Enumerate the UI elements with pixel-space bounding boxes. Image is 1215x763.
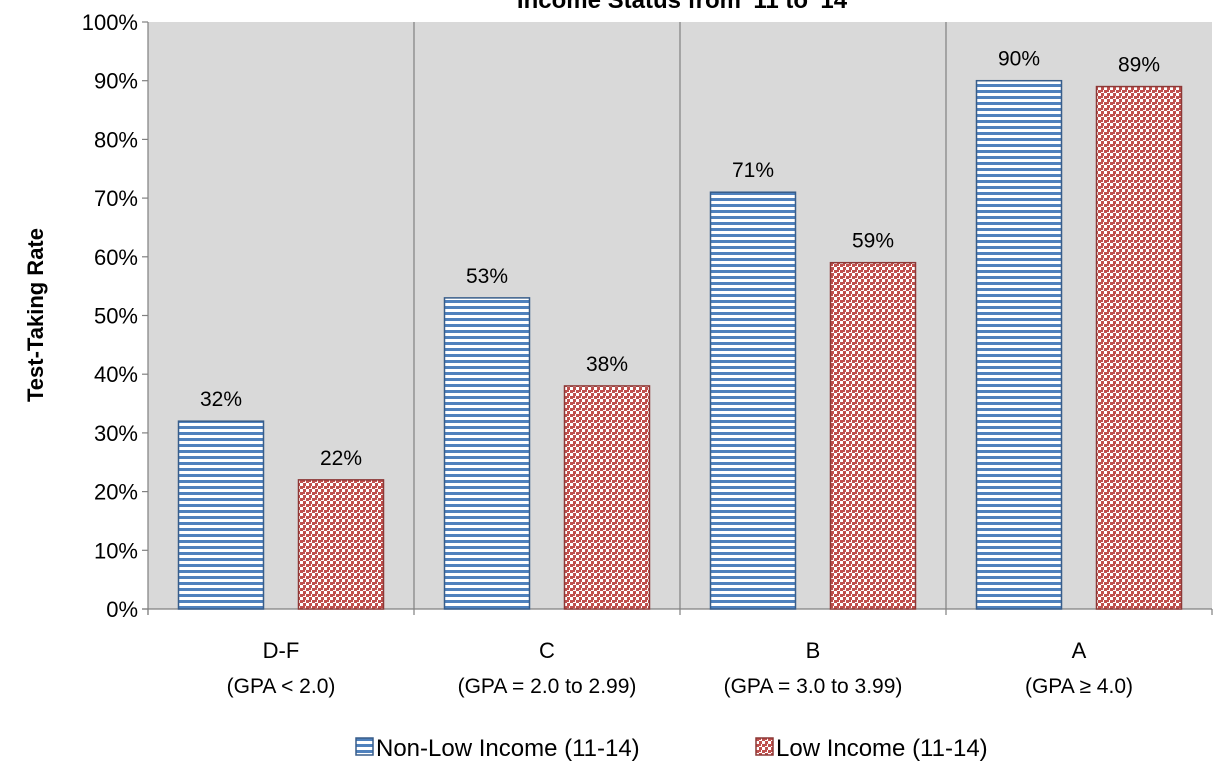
data-label: 59% <box>852 230 894 253</box>
x-category-label: D-F <box>263 638 300 663</box>
legend-label-non-low-income: Non-Low Income (11-14) <box>376 735 640 762</box>
data-label: 71% <box>732 159 774 182</box>
x-category-label: B <box>806 638 821 663</box>
bar-non-low-income-c <box>443 297 531 610</box>
legend-item-non-low-income: Non-Low Income (11-14) <box>355 735 640 762</box>
y-tick-label: 70% <box>94 186 138 211</box>
y-tick-label: 60% <box>94 245 138 270</box>
y-tick-label: 90% <box>94 69 138 94</box>
y-tick-label: 10% <box>94 538 138 563</box>
x-category-sublabel: (GPA ≥ 4.0) <box>1025 675 1133 698</box>
y-tick-label: 50% <box>94 304 138 329</box>
bar-non-low-income-a <box>975 79 1063 610</box>
bar-low-income-c <box>563 385 651 610</box>
bar-non-low-income-b <box>709 191 797 610</box>
x-axis-categories: D-F (GPA < 2.0) C (GPA = 2.0 to 2.99) B (GPA … <box>147 609 1213 698</box>
data-label: 32% <box>200 388 242 411</box>
legend-swatch-non-low-income <box>355 737 374 756</box>
data-label: 38% <box>586 353 628 376</box>
x-category-sublabel: (GPA = 3.0 to 3.99) <box>724 675 903 698</box>
data-label: 90% <box>998 48 1040 71</box>
data-label: 53% <box>466 265 508 288</box>
chart-title: Income Status from '11 to '14 <box>517 0 848 14</box>
legend-label-low-income: Low Income (11-14) <box>776 735 988 762</box>
x-category-label: A <box>1072 638 1087 663</box>
bar-low-income-b <box>829 261 917 610</box>
y-tick-label: 40% <box>94 362 138 387</box>
y-tick-label: 80% <box>94 127 138 152</box>
bar-non-low-income-d-f <box>177 420 265 610</box>
x-category-sublabel: (GPA < 2.0) <box>227 675 336 698</box>
data-label: 89% <box>1118 54 1160 77</box>
plot-area: 32% 53% 71% 90% 22% 38% 59% 89% <box>142 22 1212 615</box>
y-tick-label: 20% <box>94 480 138 505</box>
legend: Non-Low Income (11-14) Low Income (11-14… <box>355 735 988 762</box>
y-tick-label: 0% <box>106 597 138 622</box>
data-label: 22% <box>320 447 362 470</box>
bar-low-income-d-f <box>297 479 385 610</box>
x-category-sublabel: (GPA = 2.0 to 2.99) <box>458 675 637 698</box>
y-axis-ticks: 0% 10% 20% 30% 40% 50% 60% 70% 80% 90% 100% <box>82 10 148 622</box>
y-tick-label: 100% <box>82 10 138 35</box>
y-axis-title: Test-Taking Rate <box>23 228 48 402</box>
legend-item-low-income: Low Income (11-14) <box>755 735 988 762</box>
y-tick-label: 30% <box>94 421 138 446</box>
legend-swatch-low-income <box>755 737 774 756</box>
x-category-label: C <box>539 638 555 663</box>
bar-low-income-a <box>1095 85 1183 610</box>
